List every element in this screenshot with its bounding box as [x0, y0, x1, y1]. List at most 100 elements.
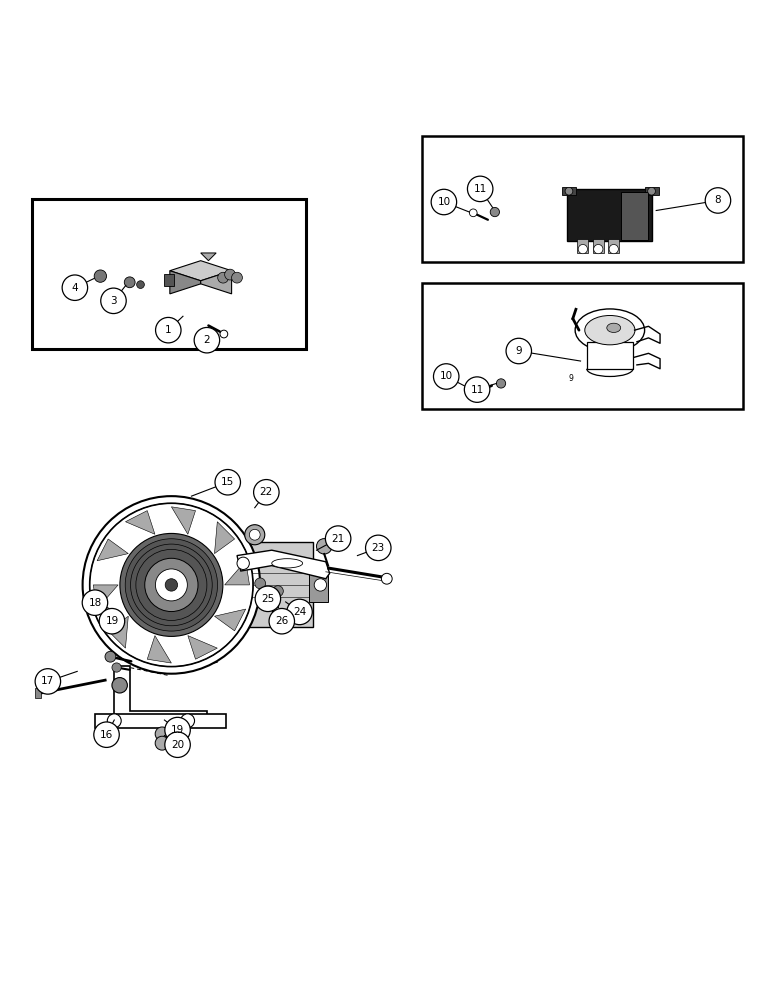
Circle shape	[35, 669, 60, 694]
Circle shape	[220, 330, 228, 338]
Text: 3: 3	[110, 296, 117, 306]
Text: 1: 1	[165, 325, 171, 335]
Circle shape	[648, 187, 655, 195]
Circle shape	[609, 244, 618, 254]
Circle shape	[325, 526, 350, 551]
Circle shape	[137, 281, 144, 288]
Text: 4: 4	[72, 283, 78, 293]
Polygon shape	[97, 539, 128, 561]
Text: 11: 11	[473, 184, 487, 194]
Circle shape	[469, 209, 477, 217]
Circle shape	[496, 379, 506, 388]
Polygon shape	[201, 253, 216, 261]
Text: 24: 24	[293, 607, 306, 617]
Circle shape	[165, 579, 178, 591]
FancyBboxPatch shape	[593, 239, 604, 253]
Circle shape	[125, 539, 218, 631]
Circle shape	[255, 586, 280, 612]
Circle shape	[253, 480, 279, 505]
Circle shape	[218, 272, 229, 283]
Bar	[422, 136, 743, 262]
Polygon shape	[108, 616, 128, 648]
Circle shape	[83, 496, 260, 674]
Circle shape	[164, 717, 190, 743]
FancyBboxPatch shape	[239, 542, 313, 627]
Circle shape	[255, 578, 266, 589]
Circle shape	[467, 176, 493, 202]
Text: 22: 22	[259, 487, 273, 497]
Polygon shape	[170, 261, 232, 281]
Circle shape	[594, 244, 603, 254]
Circle shape	[155, 727, 169, 741]
Circle shape	[490, 207, 499, 217]
Text: 10: 10	[439, 371, 453, 381]
Text: 23: 23	[371, 543, 385, 553]
Text: 9: 9	[569, 374, 574, 383]
Circle shape	[215, 470, 240, 495]
Polygon shape	[215, 522, 235, 554]
Circle shape	[136, 549, 207, 620]
Circle shape	[314, 579, 327, 591]
Circle shape	[365, 535, 391, 561]
Circle shape	[155, 569, 188, 601]
FancyBboxPatch shape	[577, 239, 588, 253]
FancyBboxPatch shape	[567, 189, 652, 241]
Circle shape	[249, 529, 260, 540]
Circle shape	[225, 269, 235, 280]
Circle shape	[155, 736, 169, 750]
Circle shape	[155, 317, 181, 343]
Circle shape	[62, 275, 87, 300]
Polygon shape	[147, 636, 171, 663]
Polygon shape	[201, 271, 232, 294]
FancyBboxPatch shape	[562, 187, 576, 195]
FancyBboxPatch shape	[621, 192, 648, 240]
Circle shape	[472, 387, 481, 397]
Text: 16: 16	[100, 730, 113, 740]
Circle shape	[112, 663, 121, 672]
Circle shape	[107, 714, 121, 728]
Text: 15: 15	[221, 477, 235, 487]
Text: 19: 19	[171, 725, 185, 735]
Circle shape	[90, 503, 253, 667]
Text: 17: 17	[41, 676, 55, 686]
Text: 18: 18	[88, 598, 102, 608]
FancyBboxPatch shape	[645, 187, 659, 195]
FancyBboxPatch shape	[309, 568, 328, 602]
Circle shape	[269, 608, 295, 634]
Circle shape	[286, 599, 312, 625]
Text: 21: 21	[331, 534, 345, 544]
Ellipse shape	[272, 559, 303, 568]
Polygon shape	[225, 561, 249, 585]
Circle shape	[105, 651, 116, 662]
Polygon shape	[215, 609, 245, 631]
Text: 19: 19	[105, 616, 119, 626]
Circle shape	[273, 586, 283, 596]
FancyBboxPatch shape	[164, 274, 174, 286]
Circle shape	[195, 327, 219, 353]
Text: 20: 20	[171, 740, 185, 750]
Circle shape	[130, 544, 212, 626]
Circle shape	[237, 557, 249, 569]
Circle shape	[232, 272, 242, 283]
Circle shape	[164, 732, 190, 757]
Text: 9: 9	[516, 346, 522, 356]
Circle shape	[124, 277, 135, 288]
FancyBboxPatch shape	[35, 688, 41, 698]
Circle shape	[506, 338, 531, 364]
Text: 25: 25	[261, 594, 275, 604]
Ellipse shape	[575, 309, 645, 351]
Circle shape	[94, 270, 107, 282]
Circle shape	[112, 678, 127, 693]
Ellipse shape	[607, 323, 621, 332]
Circle shape	[565, 187, 573, 195]
Text: 26: 26	[275, 616, 289, 626]
Polygon shape	[170, 271, 201, 294]
Circle shape	[317, 539, 332, 554]
Circle shape	[93, 722, 119, 747]
Bar	[32, 199, 306, 349]
Circle shape	[464, 377, 489, 402]
FancyBboxPatch shape	[608, 239, 619, 253]
Polygon shape	[114, 666, 207, 724]
Bar	[422, 283, 743, 409]
Circle shape	[245, 525, 265, 545]
